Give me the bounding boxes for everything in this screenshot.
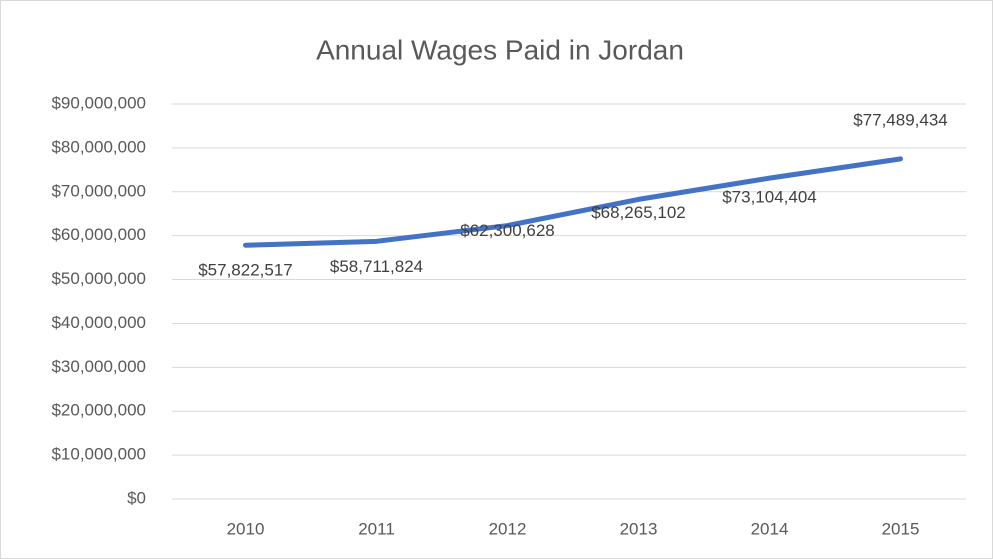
x-tick-label: 2013 xyxy=(620,519,658,538)
y-tick-label: $80,000,000 xyxy=(51,137,146,156)
x-tick-label: 2010 xyxy=(227,519,265,538)
y-tick-label: $40,000,000 xyxy=(51,313,146,332)
x-tick-label: 2014 xyxy=(751,519,789,538)
data-label: $68,265,102 xyxy=(591,203,686,222)
data-line xyxy=(243,156,903,248)
x-tick-label: 2015 xyxy=(882,519,920,538)
y-tick-label: $50,000,000 xyxy=(51,269,146,288)
data-label: $62,300,628 xyxy=(460,221,555,240)
y-tick-label: $30,000,000 xyxy=(51,357,146,376)
y-tick-label: $0 xyxy=(127,488,146,507)
y-tick-label: $10,000,000 xyxy=(51,445,146,464)
chart-title: Annual Wages Paid in Jordan xyxy=(316,34,684,65)
data-label: $57,822,517 xyxy=(198,261,293,280)
data-label: $77,489,434 xyxy=(853,110,948,129)
x-tick-label: 2011 xyxy=(358,519,395,538)
data-label: $58,711,824 xyxy=(330,257,423,276)
x-tick-label: 2012 xyxy=(489,519,527,538)
y-tick-label: $20,000,000 xyxy=(51,401,146,420)
data-label: $73,104,404 xyxy=(722,188,817,207)
y-tick-label: $70,000,000 xyxy=(51,181,146,200)
y-tick-label: $90,000,000 xyxy=(51,93,146,112)
y-tick-label: $60,000,000 xyxy=(51,225,146,244)
